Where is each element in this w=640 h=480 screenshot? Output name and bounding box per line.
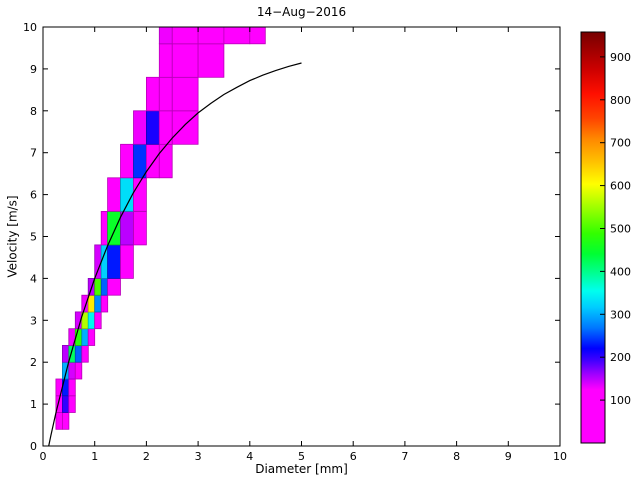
svg-text:2: 2: [143, 450, 150, 463]
heatmap-cell: [249, 26, 266, 45]
heatmap-cell: [107, 277, 121, 296]
svg-text:9: 9: [30, 63, 37, 76]
svg-text:100: 100: [610, 394, 631, 407]
heatmap-cell: [197, 43, 225, 78]
heatmap-cell: [171, 76, 199, 112]
heatmap-cell: [145, 110, 160, 145]
heatmap-cells: [55, 26, 266, 430]
heatmap-cell: [133, 143, 147, 179]
heatmap-cell: [81, 294, 89, 313]
heatmap-cell: [81, 328, 89, 346]
heatmap-cell: [120, 210, 134, 246]
svg-text:0: 0: [40, 450, 47, 463]
heatmap-cell: [62, 344, 70, 363]
svg-text:1: 1: [30, 398, 37, 411]
heatmap-cell: [107, 177, 121, 212]
svg-text:4: 4: [246, 450, 253, 463]
heatmap-cell: [120, 244, 134, 279]
heatmap-cell: [171, 26, 199, 45]
svg-text:600: 600: [610, 180, 631, 193]
heatmap-cell: [81, 344, 89, 363]
heatmap-cell: [158, 143, 173, 179]
heatmap-cell: [133, 110, 147, 145]
svg-text:400: 400: [610, 265, 631, 278]
heatmap-cell: [74, 361, 83, 380]
heatmap-cell: [100, 210, 109, 246]
heatmap-cell: [100, 244, 109, 279]
svg-text:6: 6: [350, 450, 357, 463]
heatmap-cell: [145, 76, 160, 112]
svg-text:900: 900: [610, 51, 631, 64]
terminal-velocity-curve: [48, 62, 302, 447]
heatmap-cell: [197, 26, 225, 45]
svg-text:2: 2: [30, 356, 37, 369]
heatmap-cell: [158, 26, 173, 45]
heatmap-cell: [107, 210, 121, 246]
heatmap-cell: [133, 210, 147, 246]
svg-text:200: 200: [610, 351, 631, 364]
heatmap-cell: [158, 76, 173, 112]
heatmap-cell: [87, 294, 96, 313]
colorbar: [580, 31, 606, 444]
svg-text:8: 8: [453, 450, 460, 463]
x-axis-label: Diameter [mm]: [255, 462, 348, 476]
svg-text:8: 8: [30, 105, 37, 118]
heatmap-cell: [94, 294, 102, 313]
svg-text:500: 500: [610, 222, 631, 235]
heatmap-cell: [158, 43, 173, 78]
heatmap-cell: [100, 294, 109, 313]
colorbar-tick-labels: 100 200 300 400 500 600 700 800 900: [600, 51, 631, 407]
heatmap-cell: [171, 43, 199, 78]
svg-text:3: 3: [30, 314, 37, 327]
heatmap-cell: [107, 244, 121, 279]
heatmap-cell: [158, 110, 173, 145]
heatmap-cell: [100, 277, 109, 296]
heatmap-cell: [68, 395, 76, 413]
axis-ticks: [42, 26, 561, 447]
svg-text:4: 4: [30, 272, 37, 285]
heatmap-cell: [87, 311, 96, 330]
heatmap-cell: [223, 26, 251, 45]
svg-text:7: 7: [401, 450, 408, 463]
svg-text:5: 5: [30, 231, 37, 244]
heatmap-cell: [68, 378, 76, 397]
axis-tick-labels: 0 1 2 3 4 5 6 7 8 9 10 0 1 2 3 4 5 6 7 8 9 10: [23, 21, 567, 463]
heatmap-cell: [120, 143, 134, 179]
svg-text:9: 9: [505, 450, 512, 463]
svg-text:0: 0: [30, 440, 37, 453]
svg-text:10: 10: [23, 21, 37, 34]
heatmap-cell: [94, 244, 102, 279]
svg-text:300: 300: [610, 308, 631, 321]
svg-text:10: 10: [553, 450, 567, 463]
svg-text:5: 5: [298, 450, 305, 463]
heatmap-cell: [68, 361, 76, 380]
heatmap-cell: [62, 395, 70, 413]
svg-text:6: 6: [30, 189, 37, 202]
svg-text:1: 1: [91, 450, 98, 463]
heatmap-cell: [94, 311, 102, 330]
heatmap-cell: [74, 344, 83, 363]
chart-title: 14−Aug−2016: [256, 5, 347, 19]
svg-text:3: 3: [195, 450, 202, 463]
heatmap-cell: [62, 412, 70, 430]
svg-text:700: 700: [610, 137, 631, 150]
svg-text:800: 800: [610, 94, 631, 107]
heatmap-cell: [55, 412, 63, 430]
svg-text:7: 7: [30, 147, 37, 160]
heatmap-cell: [87, 328, 96, 346]
heatmap-cell: [94, 277, 102, 296]
heatmap-cell: [145, 143, 160, 179]
heatmap-cell: [120, 177, 134, 212]
